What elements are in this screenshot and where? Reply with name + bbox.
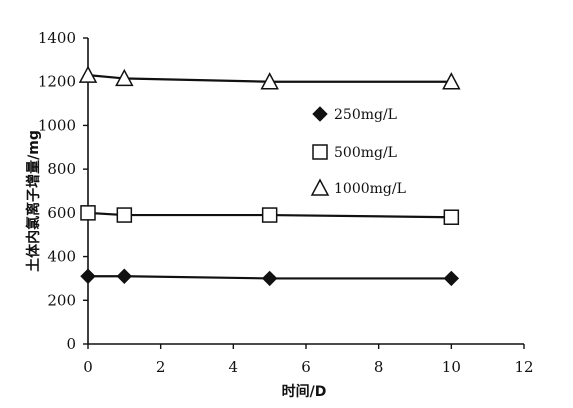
- x-tick-label: 8: [374, 358, 384, 376]
- x-tick-label: 10: [442, 358, 461, 376]
- legend-item-2: 500mg/L: [312, 144, 397, 161]
- x-tick-label: 12: [514, 358, 533, 376]
- x-tick-label: 4: [229, 358, 239, 376]
- triangle-marker: [260, 72, 279, 90]
- y-tick-label: 200: [47, 291, 76, 309]
- x-axis-label: 时间/D: [282, 383, 327, 400]
- y-tick-label: 1200: [38, 73, 76, 91]
- ticks: 0 200 400 600 800 1000 1200 1400 0 2 4 6 8 10 12: [38, 29, 534, 376]
- y-axis-label: 土体内氯离子增量/mg: [25, 130, 42, 272]
- legend-item-1: 250mg/L: [312, 106, 397, 123]
- legend-label: 500mg/L: [334, 145, 397, 161]
- square-marker: [261, 207, 278, 223]
- series-3: [78, 65, 461, 90]
- square-marker: [116, 207, 133, 223]
- y-tick-label: 800: [47, 160, 76, 178]
- y-tick-label: 1400: [38, 29, 76, 47]
- diamond-marker: [116, 268, 133, 284]
- legend: 250mg/L 500mg/L 1000mg/L: [310, 106, 406, 197]
- legend-label: 1000mg/L: [334, 181, 406, 197]
- axes: [87, 38, 524, 345]
- series-line: [88, 275, 452, 280]
- triangle-marker: [78, 65, 98, 83]
- triangle-marker: [310, 178, 330, 196]
- legend-label: 250mg/L: [334, 107, 397, 123]
- series-2: [80, 205, 460, 225]
- diamond-marker: [80, 268, 96, 284]
- diamond-marker: [312, 106, 328, 122]
- y-tick-label: 1000: [38, 116, 76, 134]
- square-marker: [443, 209, 460, 225]
- triangle-marker: [115, 68, 134, 87]
- series-line: [87, 74, 452, 83]
- series-1: [80, 268, 460, 287]
- diamond-marker: [261, 270, 278, 287]
- x-tick-label: 0: [83, 358, 93, 376]
- y-tick-label: 600: [47, 204, 76, 222]
- series-group: [78, 65, 461, 287]
- y-tick-label: 0: [66, 335, 76, 353]
- y-tick-label: 400: [47, 248, 76, 266]
- legend-item-3: 1000mg/L: [310, 178, 406, 197]
- square-marker: [80, 205, 96, 221]
- series-line: [87, 211, 452, 219]
- x-tick-label: 6: [301, 358, 311, 376]
- square-marker: [312, 144, 328, 160]
- triangle-marker: [442, 72, 461, 90]
- x-tick-label: 2: [156, 358, 166, 376]
- diamond-marker: [443, 270, 460, 287]
